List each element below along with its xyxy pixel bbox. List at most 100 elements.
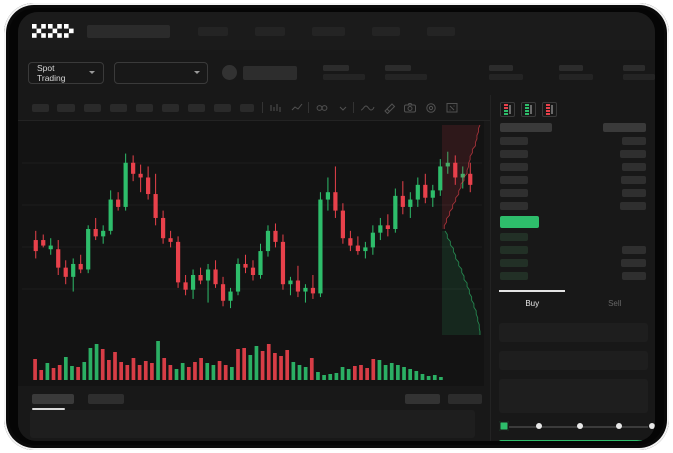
chart-tab-orders[interactable] bbox=[32, 394, 74, 404]
tab-buy-label: Buy bbox=[525, 298, 540, 308]
last-price-value bbox=[242, 65, 298, 80]
slider-marker-75[interactable] bbox=[616, 423, 622, 429]
order-form-active-underline bbox=[499, 290, 565, 292]
orderbook-view-sell-icon[interactable] bbox=[542, 102, 557, 117]
stat-24h-change bbox=[323, 64, 366, 81]
timeframe-5m[interactable] bbox=[57, 103, 75, 112]
orderbook-rows[interactable] bbox=[491, 123, 655, 301]
timeframe-1h[interactable] bbox=[136, 103, 153, 112]
orderbook-ask-row[interactable] bbox=[500, 150, 528, 158]
orderbook-ask-amount[interactable] bbox=[621, 176, 646, 184]
order-total-field[interactable] bbox=[499, 379, 648, 413]
chevron-down-icon[interactable] bbox=[337, 102, 349, 114]
order-form-tabs: Buy Sell bbox=[491, 290, 655, 316]
chart-bottom-section bbox=[18, 386, 484, 441]
orderbook-view-both-icon[interactable] bbox=[500, 102, 515, 117]
stat-label bbox=[323, 64, 350, 71]
orderbook-bid-row[interactable] bbox=[500, 259, 528, 267]
stat-value bbox=[323, 74, 366, 81]
toolbar-divider bbox=[353, 102, 354, 113]
orderbook-ask-row[interactable] bbox=[500, 137, 528, 145]
chart-bottom-control-1[interactable] bbox=[405, 394, 440, 404]
stat-value bbox=[559, 74, 594, 81]
stat-24h-low bbox=[489, 64, 524, 81]
orderbook-bid-row[interactable] bbox=[500, 272, 528, 280]
timeframe-1m[interactable] bbox=[32, 103, 49, 112]
stat-label bbox=[623, 64, 646, 71]
orderbook-ask-row[interactable] bbox=[500, 176, 528, 184]
orderbook-ask-amount[interactable] bbox=[620, 202, 646, 210]
orderbook-ask-row[interactable] bbox=[500, 202, 528, 210]
orderbook-ask-amount[interactable] bbox=[622, 137, 646, 145]
price-chart[interactable] bbox=[18, 121, 484, 386]
slider-marker-25[interactable] bbox=[536, 423, 542, 429]
nav-item-earn[interactable] bbox=[312, 26, 345, 36]
nav-item-trade[interactable] bbox=[198, 26, 228, 36]
nav-item-wallet[interactable] bbox=[372, 26, 400, 36]
search-input[interactable] bbox=[87, 24, 170, 38]
app-screen: Spot Trading bbox=[18, 12, 655, 441]
settings-gear-icon[interactable] bbox=[424, 101, 438, 114]
order-price-field[interactable] bbox=[499, 323, 648, 342]
trading-pair-select[interactable] bbox=[114, 61, 209, 84]
chevron-down-icon bbox=[89, 71, 96, 74]
slider-marker-100[interactable] bbox=[649, 423, 655, 429]
fullscreen-icon[interactable] bbox=[445, 101, 459, 114]
orderbook-bid-row[interactable] bbox=[500, 246, 528, 254]
orderbook-ask-amount[interactable] bbox=[620, 150, 646, 158]
orderbook-ask-row[interactable] bbox=[500, 163, 528, 171]
timeframe-1w[interactable] bbox=[214, 103, 231, 112]
orderbook-panel: Buy Sell bbox=[490, 95, 655, 441]
chart-tab-active-underline bbox=[32, 408, 65, 410]
eraser-icon[interactable] bbox=[382, 101, 396, 114]
nav-items bbox=[198, 26, 455, 36]
orderbook-view-buy-icon[interactable] bbox=[521, 102, 536, 117]
stat-value bbox=[489, 74, 524, 81]
indicator-icon[interactable] bbox=[315, 102, 329, 114]
orderbook-ask-amount[interactable] bbox=[622, 163, 646, 171]
tab-sell-label: Sell bbox=[608, 298, 622, 308]
market-type-label: Spot Trading bbox=[37, 62, 66, 83]
tab-buy[interactable]: Buy bbox=[491, 290, 574, 316]
trend-line-icon[interactable] bbox=[360, 102, 375, 114]
timeframe-15m[interactable] bbox=[84, 103, 101, 112]
stat-24h-volume bbox=[559, 64, 594, 81]
nav-item-more[interactable] bbox=[427, 26, 455, 36]
timeframe-1d[interactable] bbox=[188, 103, 205, 112]
order-amount-field[interactable] bbox=[499, 351, 648, 370]
submit-buy-button[interactable] bbox=[499, 440, 648, 441]
market-type-dropdown[interactable]: Spot Trading bbox=[28, 61, 105, 84]
chevron-down-icon bbox=[194, 71, 201, 74]
toolbar-divider bbox=[262, 102, 263, 113]
stat-label bbox=[385, 64, 412, 71]
chart-tab-positions[interactable] bbox=[88, 394, 124, 404]
orderbook-highlighted-price[interactable] bbox=[500, 216, 539, 228]
orderbook-bid-amount[interactable] bbox=[622, 272, 646, 280]
orders-table-placeholder bbox=[30, 410, 475, 438]
coin-avatar-icon bbox=[222, 65, 237, 80]
stat-24h-high bbox=[385, 64, 428, 81]
order-amount-slider[interactable] bbox=[501, 426, 648, 428]
orderbook-header-price bbox=[500, 123, 552, 132]
timeframe-30m[interactable] bbox=[110, 103, 127, 112]
tab-sell[interactable]: Sell bbox=[574, 290, 656, 316]
orderbook-bid-row[interactable] bbox=[500, 233, 528, 241]
camera-icon[interactable] bbox=[403, 101, 417, 114]
chart-bottom-control-2[interactable] bbox=[448, 394, 482, 404]
slider-handle[interactable] bbox=[499, 421, 509, 431]
timeframe-more[interactable] bbox=[240, 103, 254, 112]
toolbar-divider bbox=[308, 102, 309, 113]
orderbook-ask-row[interactable] bbox=[500, 189, 528, 197]
orderbook-bid-amount[interactable] bbox=[621, 259, 646, 267]
slider-marker-50[interactable] bbox=[577, 423, 583, 429]
timeframe-4h[interactable] bbox=[162, 103, 179, 112]
candlestick-chart-icon[interactable] bbox=[269, 102, 283, 114]
line-chart-icon[interactable] bbox=[290, 102, 304, 114]
orderbook-bid-amount[interactable] bbox=[622, 246, 646, 254]
nav-item-markets[interactable] bbox=[255, 26, 285, 36]
okx-logo[interactable] bbox=[32, 24, 74, 38]
orderbook-ask-amount[interactable] bbox=[622, 189, 646, 197]
stat-label bbox=[559, 64, 584, 71]
okx-logo-icon bbox=[32, 24, 74, 38]
